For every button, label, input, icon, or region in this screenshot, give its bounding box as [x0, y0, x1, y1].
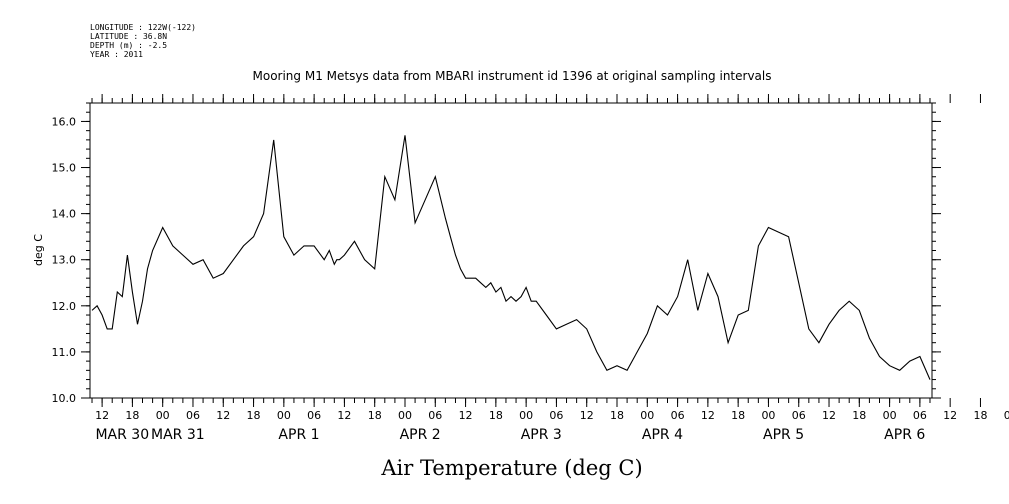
series-line — [91, 135, 931, 380]
x-tick-label: 12 — [701, 409, 715, 422]
x-tick-label: 18 — [489, 409, 503, 422]
day-label: APR 2 — [400, 427, 441, 443]
x-tick-label: 00 — [640, 409, 654, 422]
day-label: APR 1 — [278, 427, 319, 443]
x-tick-label: 12 — [822, 409, 836, 422]
x-tick-label: 00 — [883, 409, 897, 422]
y-tick-label: 11.0 — [52, 346, 77, 359]
latitude-label: LATITUDE : 36.8N — [90, 32, 167, 41]
x-tick-label: 06 — [428, 409, 442, 422]
x-tick-label: 00 — [156, 409, 170, 422]
x-tick-label: 18 — [731, 409, 745, 422]
year-label: YEAR : 2011 — [90, 50, 143, 59]
x-tick-label: 06 — [186, 409, 200, 422]
x-tick-label: 18 — [610, 409, 624, 422]
day-label: APR 6 — [884, 427, 925, 443]
day-label: APR 3 — [521, 427, 562, 443]
day-label: MAR 30 — [95, 427, 149, 443]
y-axis-label: deg C — [32, 234, 45, 266]
x-tick-label: 12 — [95, 409, 109, 422]
chart-title: Mooring M1 Metsys data from MBARI instru… — [253, 69, 772, 83]
x-tick-label: 18 — [852, 409, 866, 422]
day-label: MAR 31 — [151, 427, 205, 443]
x-tick-label: 12 — [337, 409, 351, 422]
day-labels: MAR 30 MAR 31 APR 1 APR 2 APR 3 APR 4 APR 5 APR… — [95, 427, 925, 443]
x-tick-label: 00 — [1004, 409, 1009, 422]
plot-frame — [89, 102, 933, 399]
x-tick-label: 06 — [549, 409, 563, 422]
x-axis-label: Air Temperature (deg C) — [380, 456, 642, 480]
y-axis: 10.0 11.0 12.0 13.0 14.0 15.0 16.0 — [52, 115, 941, 405]
minor-ticks — [86, 98, 936, 403]
y-tick-label: 15.0 — [52, 162, 77, 175]
y-tick-label: 14.0 — [52, 208, 77, 221]
x-tick-label: 06 — [913, 409, 927, 422]
depth-label: DEPTH (m) : -2.5 — [90, 41, 167, 50]
x-tick-label: 00 — [277, 409, 291, 422]
y-tick-label: 13.0 — [52, 254, 77, 267]
x-tick-label: 12 — [943, 409, 957, 422]
y-tick-label: 16.0 — [52, 115, 77, 128]
day-label: APR 4 — [642, 427, 683, 443]
x-tick-label: 12 — [580, 409, 594, 422]
longitude-label: LONGITUDE : 122W(-122) — [90, 23, 196, 32]
y-tick-label: 10.0 — [52, 392, 77, 405]
x-tick-label: 06 — [671, 409, 685, 422]
x-tick-label: 06 — [792, 409, 806, 422]
x-tick-label: 00 — [761, 409, 775, 422]
x-tick-label: 00 — [519, 409, 533, 422]
x-tick-label: 06 — [307, 409, 321, 422]
x-tick-label: 18 — [973, 409, 987, 422]
x-tick-label: 18 — [247, 409, 261, 422]
x-tick-label: 18 — [125, 409, 139, 422]
x-tick-label: 18 — [368, 409, 382, 422]
y-tick-label: 12.0 — [52, 300, 77, 313]
day-label: APR 5 — [763, 427, 804, 443]
x-tick-label: 00 — [398, 409, 412, 422]
x-tick-label: 12 — [459, 409, 473, 422]
x-axis: 12 18 00 06 12 18 00 06 12 18 00 06 12 18 00 06 12 18 00 06… — [95, 94, 1009, 422]
x-tick-label: 12 — [216, 409, 230, 422]
